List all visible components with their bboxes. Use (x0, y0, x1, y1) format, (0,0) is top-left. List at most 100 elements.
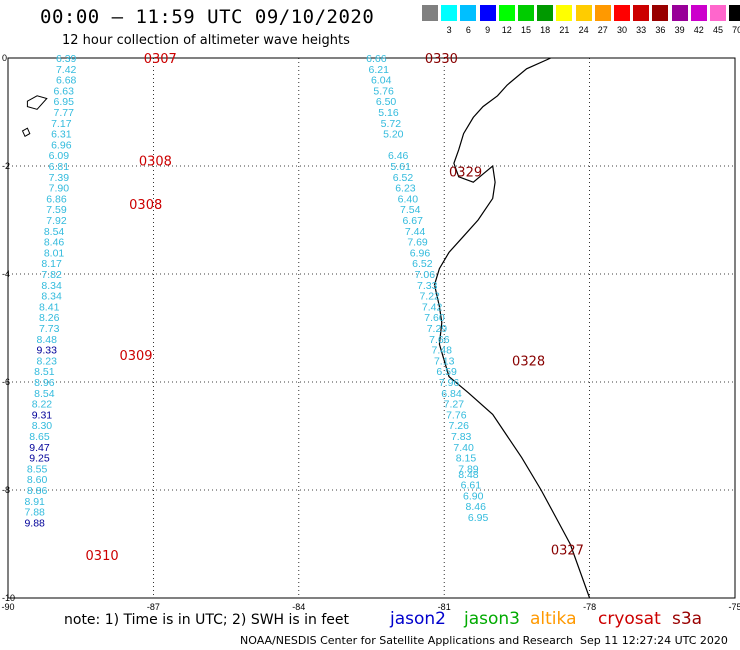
legend-label: 30 (616, 25, 627, 35)
swh-value: 8.48 (458, 469, 479, 481)
legend-swatch (537, 5, 554, 21)
swh-value: 8.54 (44, 226, 65, 238)
pass-time-label: 0328 (512, 354, 545, 369)
swh-value: 7.13 (434, 355, 455, 367)
satellite-label-jason2: jason2 (390, 609, 446, 629)
swh-value: 7.17 (51, 118, 72, 130)
legend-label: 27 (597, 25, 608, 35)
legend-label: 42 (693, 25, 704, 35)
swh-value: 7.39 (49, 172, 70, 184)
page-subtitle: 12 hour collection of altimeter wave hei… (62, 33, 350, 48)
swh-value: 6.68 (56, 75, 77, 87)
swh-value: 6.96 (51, 139, 72, 151)
legend-swatch (422, 5, 438, 21)
swh-value: 8.48 (37, 334, 58, 346)
swh-value: 8.22 (32, 399, 53, 411)
swh-value: 5.61 (390, 161, 411, 173)
pass-time-label: 0309 (119, 349, 152, 364)
swh-value: 8.34 (41, 291, 62, 303)
swh-value: 9.31 (32, 409, 53, 421)
swh-value: 8.51 (34, 366, 55, 378)
swh-value: 8.26 (39, 312, 60, 324)
swh-value: 8.96 (34, 377, 55, 389)
swh-value: 9.88 (24, 517, 45, 529)
swh-value: 7.06 (415, 269, 436, 281)
swh-value: 7.69 (407, 237, 428, 249)
swh-value: 6.63 (54, 85, 75, 97)
swh-value: 6.50 (376, 96, 397, 108)
swh-value: 6.21 (369, 64, 390, 76)
legend-label: 9 (485, 25, 491, 35)
swh-value: 6.59 (436, 366, 457, 378)
legend-swatch (556, 5, 573, 21)
swh-value: 6.95 (54, 96, 75, 108)
page-title: 00:00 – 11:59 UTC 09/10/2020 (40, 6, 375, 28)
legend-label: 39 (674, 25, 685, 35)
swh-value: 7.96 (439, 377, 460, 389)
swh-value: 7.73 (39, 323, 60, 335)
swh-value: 5.72 (381, 118, 402, 130)
swh-value: 8.30 (32, 420, 53, 432)
swh-value: 6.67 (402, 215, 423, 227)
swh-value: 6.81 (49, 161, 70, 173)
footer-timestamp: Sep 11 12:27:24 UTC 2020 (580, 634, 728, 647)
swh-value: 8.91 (24, 496, 45, 508)
swh-value: 8.86 (27, 485, 48, 497)
legend-swatch (690, 5, 707, 21)
legend-label: 24 (578, 25, 589, 35)
legend-swatch (614, 5, 630, 21)
swh-value: 7.42 (56, 64, 77, 76)
footer-credit: NOAA/NESDIS Center for Satellite Applica… (240, 634, 574, 647)
island (21, 127, 31, 138)
swh-value: 8.17 (41, 258, 62, 270)
satellite-label-s3a: s3a (672, 609, 703, 629)
swh-value: 6.95 (468, 512, 489, 524)
swh-value: 7.60 (424, 312, 445, 324)
swh-value: 8.15 (456, 453, 477, 465)
legend-swatch (671, 5, 688, 21)
map-frame (7, 57, 736, 599)
legend-label: 70 (732, 25, 740, 35)
swh-value: 7.44 (405, 226, 426, 238)
legend-swatch (594, 5, 611, 21)
swh-value: 6.86 (46, 193, 67, 205)
legend-swatch (633, 5, 650, 21)
legend-swatch (575, 5, 592, 21)
swh-value: 9.25 (29, 453, 50, 465)
lat-tick-label: -8 (2, 485, 10, 495)
swh-value: 7.42 (422, 301, 443, 313)
lat-tick-label: -10 (2, 593, 15, 603)
legend-swatch (441, 5, 458, 21)
coastline (433, 57, 591, 599)
pass-time-label: 0310 (86, 549, 119, 564)
legend-label: 6 (465, 25, 471, 35)
pass-time-label: 0307 (144, 52, 177, 67)
swh-value: 5.20 (383, 129, 404, 141)
swh-value: 7.27 (444, 399, 465, 411)
lon-tick-label: -75 (728, 602, 740, 612)
legend-label: 33 (636, 25, 647, 35)
swh-value: 6.40 (398, 193, 419, 205)
swh-value: 5.16 (378, 107, 399, 119)
swh-value: 7.92 (46, 215, 67, 227)
swh-value: 8.34 (41, 280, 62, 292)
swh-value: 6.90 (463, 490, 484, 502)
swh-value: 7.48 (432, 345, 453, 357)
legend-label: 15 (520, 25, 531, 35)
satellite-label-cryosat: cryosat (598, 609, 661, 629)
legend-label: 3 (446, 25, 452, 35)
pass-time-label: 0327 (551, 543, 584, 558)
legend-label: 21 (559, 25, 570, 35)
swh-value: 7.29 (427, 323, 448, 335)
lon-tick-label: -84 (292, 602, 305, 612)
swh-value: 6.23 (395, 183, 416, 195)
legend-label: 18 (540, 25, 551, 35)
swh-value: 7.66 (429, 334, 450, 346)
legend-swatch (498, 5, 515, 21)
lat-tick-label: -2 (2, 161, 10, 171)
legend-swatch (479, 5, 496, 21)
swh-value: 8.23 (37, 355, 58, 367)
lat-tick-label: -4 (2, 269, 10, 279)
swh-value: 7.59 (46, 204, 67, 216)
